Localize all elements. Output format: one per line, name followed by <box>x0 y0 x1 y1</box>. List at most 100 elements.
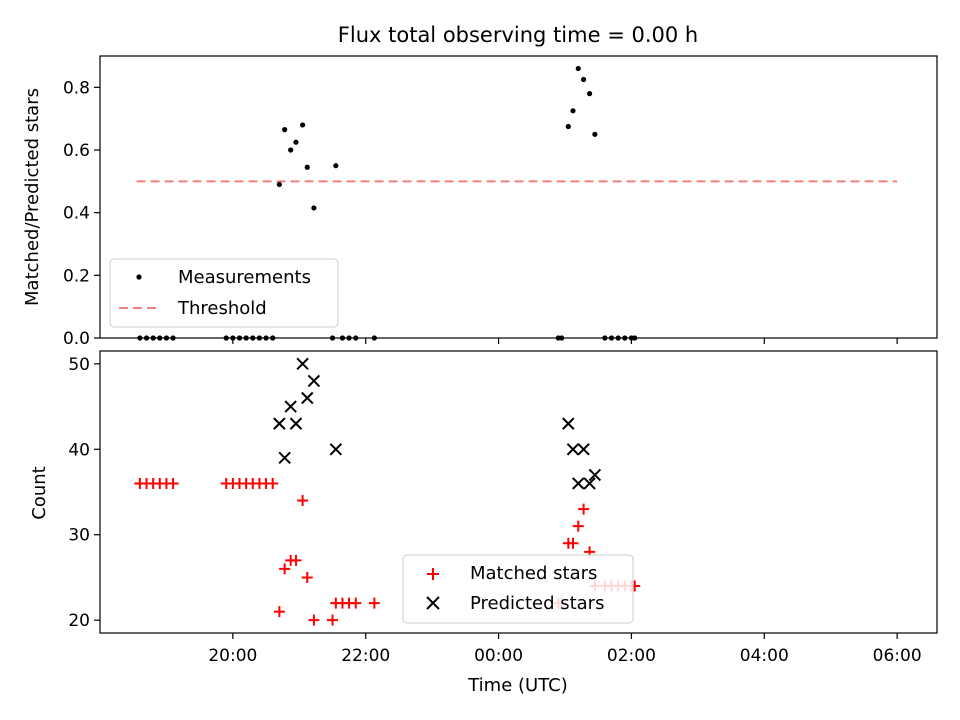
measurement-point <box>586 91 593 97</box>
measurement-point <box>163 335 170 341</box>
measurement-point <box>282 127 288 133</box>
measurement-point <box>293 139 299 145</box>
legend-marker-predicted <box>426 596 440 610</box>
measurement-point <box>256 335 263 341</box>
legend-label-threshold: Threshold <box>177 298 267 319</box>
measurement-point <box>353 335 359 341</box>
measurement-point <box>575 65 581 72</box>
measurement-point <box>223 335 229 341</box>
predicted-star-point <box>273 417 286 430</box>
legend-label-measurements: Measurements <box>178 267 311 288</box>
measurement-point <box>230 335 236 341</box>
top-y-axis-label: Matched/Predicted stars <box>22 88 43 306</box>
measurement-point <box>270 335 276 341</box>
predicted-star-point <box>284 400 297 413</box>
x-tick-label: 00:00 <box>474 646 523 666</box>
measurement-point <box>565 123 571 130</box>
bottom-y-tick-label: 40 <box>68 440 90 460</box>
measurement-point <box>371 335 377 341</box>
predicted-star-point <box>577 443 590 456</box>
measurement-point <box>143 335 150 341</box>
measurement-point <box>632 335 638 341</box>
legend-marker-matched <box>427 568 439 580</box>
measurement-point <box>236 335 243 341</box>
predicted-star-point <box>583 477 596 490</box>
x-tick-label: 04:00 <box>740 646 789 666</box>
measurement-point <box>570 108 576 114</box>
measurement-point <box>150 335 156 341</box>
matched-star-point <box>267 477 279 489</box>
measurement-point <box>263 335 269 341</box>
bottom-y-tick-label: 20 <box>68 611 90 631</box>
predicted-star-point <box>278 451 291 465</box>
legend-marker-measurements <box>136 274 142 280</box>
measurement-point <box>602 335 608 341</box>
bottom-y-ticks: 20 30 40 50 <box>68 355 100 631</box>
matched-star-point <box>273 606 285 618</box>
measurement-point <box>170 335 176 341</box>
matched-star-point <box>572 520 584 532</box>
predicted-star-point <box>562 417 575 430</box>
top-y-tick-label: 0.0 <box>63 329 90 349</box>
matched-star-point <box>327 614 338 626</box>
measurement-point <box>622 335 628 341</box>
matched-star-point <box>290 554 302 566</box>
x-tick-label: 22:00 <box>341 646 390 666</box>
predicted-star-point <box>588 468 602 482</box>
measurement-point <box>346 335 352 341</box>
predicted-star-point <box>329 443 343 456</box>
legend-label-matched: Matched stars <box>470 563 597 584</box>
chart-title: Flux total observing time = 0.00 h <box>338 23 698 47</box>
predicted-star-point <box>296 357 309 371</box>
matched-star-point <box>301 571 313 583</box>
measurement-point <box>615 335 621 341</box>
measurement-point <box>276 181 282 188</box>
bottom-y-tick-label: 50 <box>68 355 90 375</box>
bottom-y-axis-label: Count <box>29 466 50 519</box>
top-y-ticks: 0.0 0.2 0.4 0.6 0.8 <box>63 78 100 349</box>
measurement-point <box>339 335 346 341</box>
predicted-star-point <box>289 417 303 430</box>
measurement-point <box>333 163 339 169</box>
measurement-point <box>311 205 317 211</box>
x-tick-label: 02:00 <box>607 646 656 666</box>
bottom-legend-box <box>402 554 634 624</box>
predicted-star-point <box>307 374 321 388</box>
measurement-point <box>157 335 163 341</box>
matched-star-point <box>308 614 320 626</box>
measurement-point <box>288 147 294 153</box>
measurement-point <box>300 122 306 128</box>
x-tick-label: 06:00 <box>873 646 922 666</box>
measurement-point <box>581 76 587 83</box>
x-axis-label: Time (UTC) <box>467 675 568 696</box>
matched-star-point <box>167 477 179 489</box>
top-y-tick-label: 0.2 <box>63 266 90 286</box>
measurement-point <box>592 131 598 137</box>
bottom-y-tick-label: 30 <box>68 526 90 546</box>
matched-star-point <box>368 597 380 609</box>
bottom-x-ticks: 20:00 22:00 00:00 02:00 04:00 06:00 <box>208 633 922 666</box>
top-panel: 0.00.20.40.60.8 Matched/Predicted stars … <box>22 55 938 349</box>
matched-star-point <box>578 503 590 515</box>
matched-star-point <box>297 495 309 507</box>
top-legend: Measurements Threshold <box>109 258 339 328</box>
matched-star-point <box>567 537 579 549</box>
matched-star-point <box>350 597 362 609</box>
top-measurement-points <box>137 65 638 341</box>
predicted-star-point <box>301 391 314 405</box>
predicted-star-point <box>572 477 585 490</box>
predicted-star-point <box>566 443 580 456</box>
bottom-legend: Matched stars Predicted stars <box>402 554 634 624</box>
measurement-point <box>329 335 336 341</box>
matched-star-point <box>279 563 291 575</box>
measurement-point <box>304 164 310 170</box>
measurement-point <box>608 335 615 341</box>
x-tick-label: 20:00 <box>208 646 257 666</box>
legend-label-predicted: Predicted stars <box>470 593 604 614</box>
measurement-point <box>243 335 249 341</box>
measurement-point <box>559 335 565 341</box>
top-y-tick-label: 0.6 <box>63 141 90 161</box>
measurement-point <box>250 335 256 341</box>
